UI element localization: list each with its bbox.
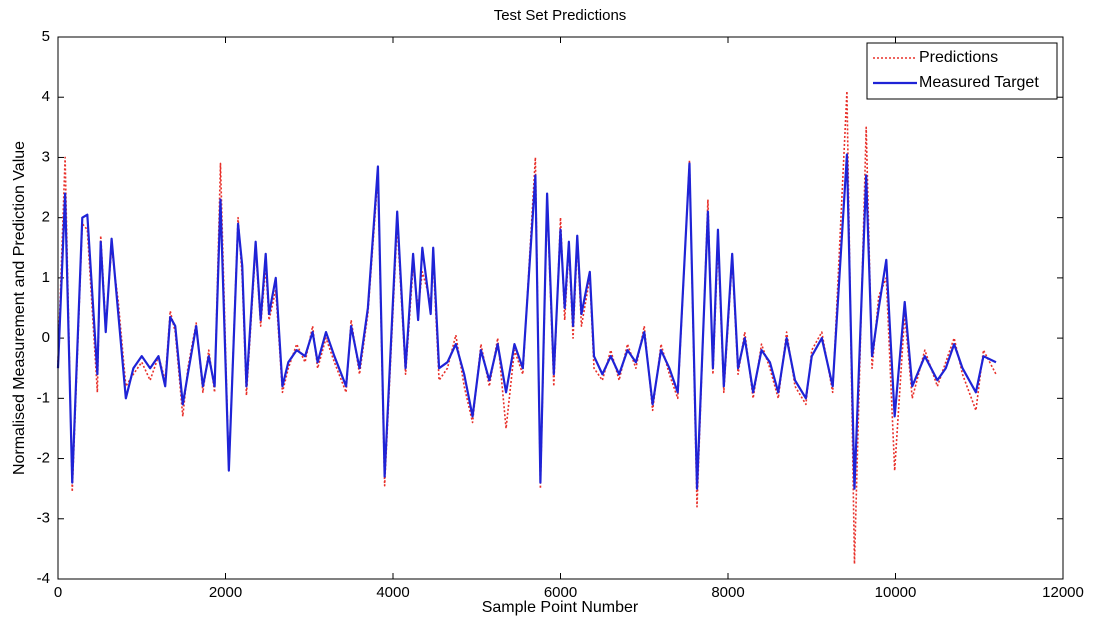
x-tick-label: 6000 [544,584,577,601]
y-tick-label: 1 [42,269,50,286]
x-axis-label: Sample Point Number [482,599,639,616]
y-tick-label: -2 [37,450,50,467]
x-tick-label: 0 [54,584,62,601]
x-tick-label: 4000 [376,584,409,601]
series-line [56,153,997,490]
y-tick-label: 4 [42,88,50,105]
x-tick-label: 10000 [875,584,917,601]
x-tick-label: 2000 [209,584,242,601]
y-axis-label: Normalised Measurement and Prediction Va… [11,141,28,475]
plot-frame [57,36,1064,580]
y-tick-label: -3 [37,510,50,527]
plot-area [58,37,1063,579]
y-tick-label: -1 [37,389,50,406]
y-tick-label: 0 [42,329,50,346]
legend-label: Measured Target [919,74,1039,91]
y-tick-label: 5 [42,28,50,45]
legend-label: Predictions [919,49,998,66]
y-tick-label: 3 [42,148,50,165]
chart-title: Test Set Predictions [494,7,627,24]
legend-box [866,42,1058,100]
x-tick-label: 8000 [711,584,744,601]
x-tick-label: 12000 [1042,584,1084,601]
y-tick-label: 2 [42,209,50,226]
y-tick-label: -4 [37,570,50,587]
legend: Predictions Measured Target [866,42,1058,100]
